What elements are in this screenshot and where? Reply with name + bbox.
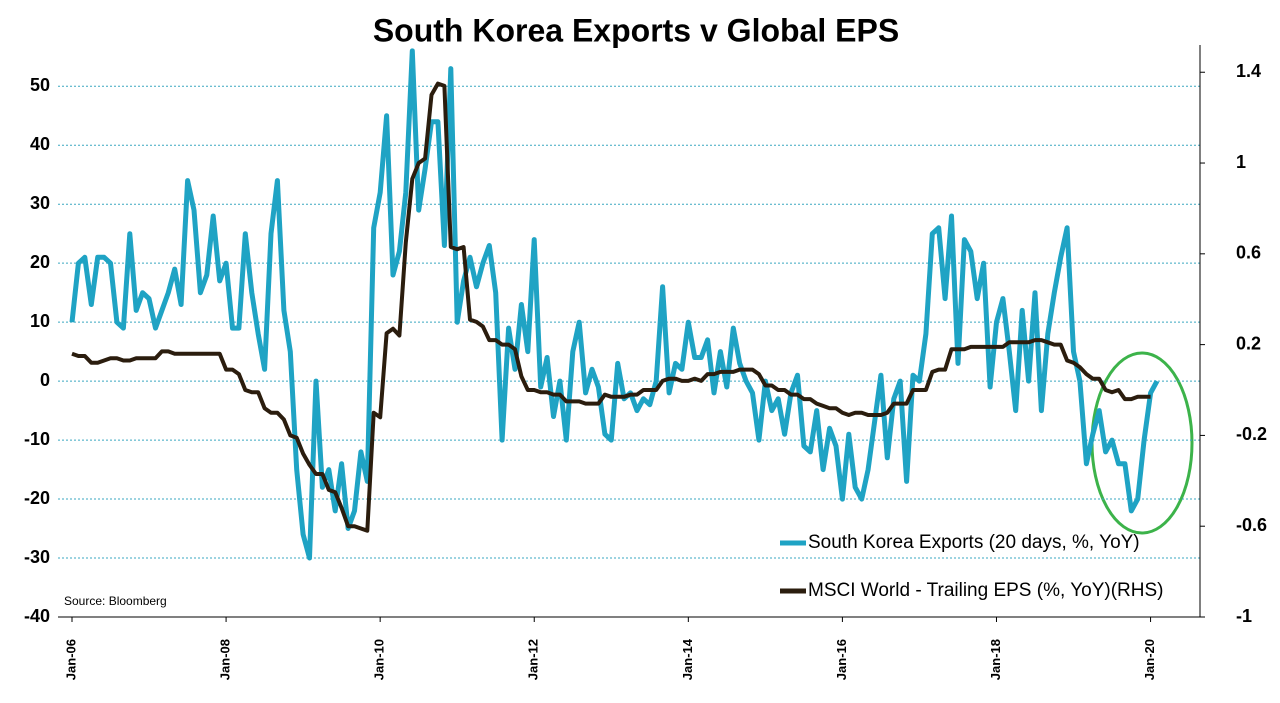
x-tick-label: Jan-12 — [526, 639, 541, 680]
x-tick-label: Jan-14 — [680, 638, 695, 680]
y2-tick-label: 1 — [1236, 152, 1246, 172]
series-line — [69, 48, 1160, 561]
y-tick-label: 40 — [30, 134, 50, 154]
y-tick-label: 0 — [40, 370, 50, 390]
chart-title: South Korea Exports v Global EPS — [373, 12, 899, 48]
y2-tick-label: -1 — [1236, 606, 1252, 626]
x-tick-label: Jan-10 — [372, 639, 387, 680]
source-note: Source: Bloomberg — [64, 594, 167, 608]
y-tick-label: -40 — [24, 606, 50, 626]
y-tick-label: -10 — [24, 429, 50, 449]
legend-label: South Korea Exports (20 days, %, YoY) — [808, 532, 1140, 553]
y2-tick-label: 0.2 — [1236, 333, 1261, 353]
y-tick-label: 20 — [30, 252, 50, 272]
x-tick-label: Jan-06 — [63, 639, 78, 680]
y-tick-label: -20 — [24, 488, 50, 508]
y2-tick-label: 1.4 — [1236, 61, 1261, 81]
x-tick-label: Jan-08 — [218, 639, 233, 680]
x-tick-label: Jan-18 — [988, 639, 1003, 680]
series-line — [71, 81, 1151, 533]
y-tick-label: -30 — [24, 547, 50, 567]
y-tick-label: 10 — [30, 311, 50, 331]
y-tick-label: 50 — [30, 75, 50, 95]
y2-tick-label: -0.2 — [1236, 424, 1267, 444]
y-tick-label: 30 — [30, 193, 50, 213]
legend-label: MSCI World - Trailing EPS (%, YoY)(RHS) — [808, 580, 1163, 601]
x-tick-label: Jan-20 — [1142, 639, 1157, 680]
x-tick-label: Jan-16 — [834, 639, 849, 680]
y2-tick-label: 0.6 — [1236, 243, 1261, 263]
y2-tick-label: -0.6 — [1236, 515, 1267, 535]
